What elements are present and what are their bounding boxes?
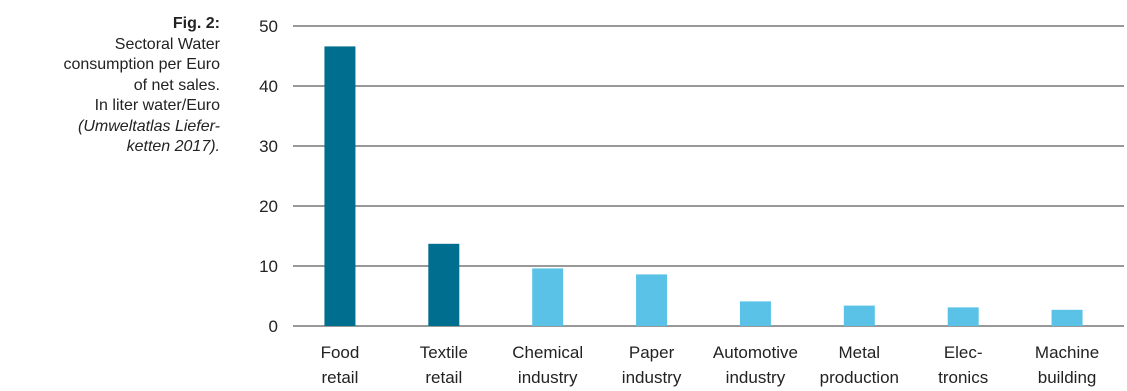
caption-source: (Umweltatlas Liefer- xyxy=(78,117,220,135)
x-tick-label: Textile retail xyxy=(420,343,468,387)
y-tick-label: 0 xyxy=(269,317,278,336)
bars xyxy=(324,46,1083,327)
bar xyxy=(636,274,668,326)
x-tick-label: Machine building xyxy=(1035,343,1099,387)
bar xyxy=(947,307,979,326)
bar xyxy=(739,301,771,326)
x-tick-label: Elec-tronics xyxy=(938,343,988,387)
x-tick-label: Metal production xyxy=(820,343,899,387)
caption-line: Sectoral Water xyxy=(114,35,220,53)
x-tick-label: Automotive industry xyxy=(713,343,798,387)
figure-caption: Fig. 2: Sectoral Water consumption per E… xyxy=(0,14,220,158)
caption-line: of net sales. xyxy=(133,76,220,94)
y-tick-label: 40 xyxy=(259,77,278,96)
bar xyxy=(532,268,564,326)
y-tick-label: 10 xyxy=(259,257,278,276)
x-tick-label: Food retail xyxy=(321,343,360,387)
y-axis-ticks: 0 10 20 30 40 50 xyxy=(259,17,278,336)
x-tick-label: Paper industry xyxy=(622,343,682,387)
caption-source: ketten 2017). xyxy=(126,138,220,155)
caption-line: consumption per Euro xyxy=(63,56,220,73)
figure-label: Fig. 2: xyxy=(172,15,220,32)
x-axis-labels: Food retail Textile retail Chemical industry P… xyxy=(321,343,1100,387)
y-tick-label: 20 xyxy=(259,197,278,216)
bar xyxy=(428,243,460,326)
y-tick-label: 50 xyxy=(259,17,278,36)
bar xyxy=(324,46,356,327)
y-tick-label: 30 xyxy=(259,137,278,156)
caption-line: In liter water/Euro xyxy=(94,97,220,114)
bar xyxy=(1051,309,1083,326)
bar xyxy=(843,305,875,326)
x-tick-label: Chemical industry xyxy=(512,343,583,387)
gridlines xyxy=(293,25,1124,327)
